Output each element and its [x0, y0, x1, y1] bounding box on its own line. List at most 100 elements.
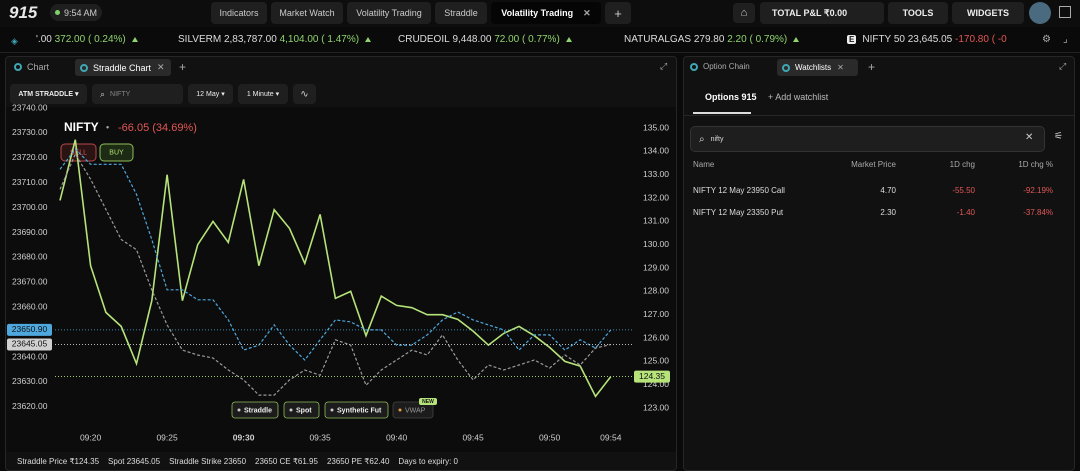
legend-button[interactable]	[392, 401, 434, 419]
clear-icon[interactable]: ✕	[1025, 132, 1034, 143]
expand-icon[interactable]: ⤢	[1059, 61, 1067, 71]
cell-name: NIFTY 12 May 23950 Call	[693, 186, 785, 195]
x-tick-label: 09:30	[233, 432, 255, 442]
ticker-price: 23,645.05	[907, 34, 953, 45]
panel-tab[interactable]: Chart	[14, 62, 49, 72]
legend-label: Straddle	[244, 407, 272, 414]
watchlist-tab[interactable]: Options 915	[705, 92, 757, 102]
panel-tab-active[interactable]: Straddle Chart ✕	[75, 59, 171, 76]
cell-change: -1.40	[956, 208, 975, 217]
legend-dot	[398, 408, 402, 412]
settings-icon[interactable]: ⚙	[1042, 34, 1051, 45]
ticker-price: 279.80	[693, 34, 725, 45]
cell-change: -55.50	[952, 186, 975, 195]
table-row[interactable]: NIFTY 12 May 23350 Put 2.30 -1.40 -37.84…	[693, 204, 1053, 218]
ticker-price: 2,83,787.00	[223, 34, 277, 45]
ticker-item[interactable]: SILVERM 2,83,787.00 4,104.00 ( 1.47%)	[178, 34, 372, 45]
tab[interactable]: Straddle	[435, 2, 487, 24]
tab[interactable]: Volatility Trading	[347, 2, 431, 24]
legend-button[interactable]	[283, 401, 320, 419]
fullscreen-icon[interactable]	[1059, 6, 1071, 18]
footer-stats: Straddle Price ₹124.35 Spot 23645.05 Str…	[17, 457, 458, 466]
series-line	[59, 152, 611, 396]
tab-label: Option Chain	[703, 62, 750, 71]
price-tag-label: 23645.05	[12, 339, 48, 349]
filter-icon[interactable]: ⚟	[1054, 131, 1063, 142]
y2-tick-label: 126.00	[643, 332, 669, 342]
tab-icon	[80, 63, 88, 72]
ticker-expand-icon[interactable]: ⌟	[1063, 34, 1068, 45]
ticker-item[interactable]: CRUDEOIL 9,448.00 72.00 ( 0.77%)	[398, 34, 572, 45]
add-tab[interactable]: +	[605, 2, 631, 24]
price-tag	[7, 338, 52, 351]
ticker-item[interactable]: E NIFTY 50 23,645.05 -170.80 ( -0	[847, 34, 1017, 45]
up-arrow	[793, 37, 800, 42]
buy-label[interactable]: BUY	[109, 149, 124, 156]
tab-label: Volatility Trading	[501, 8, 574, 18]
tab[interactable]: Market Watch	[271, 2, 343, 24]
tab-active[interactable]: Volatility Trading ✕	[491, 2, 601, 24]
clock: 9:54 AM	[50, 4, 102, 21]
tools-button[interactable]: TOOLS	[888, 2, 948, 24]
indicator-button[interactable]: ∿	[293, 84, 316, 104]
add-tab[interactable]: +	[179, 60, 187, 74]
y-tick-label: 23740.00	[12, 102, 48, 112]
logo[interactable]: 915	[9, 3, 38, 22]
close-icon[interactable]: ✕	[583, 7, 591, 18]
price-tag	[7, 323, 52, 336]
time: 9:54 AM	[63, 7, 98, 18]
ticker-change: 2.20 ( 0.79%)	[727, 34, 788, 45]
pnl[interactable]: TOTAL P&L ₹0.00	[760, 2, 884, 24]
footer-stat: 23650 CE ₹61.95	[255, 457, 318, 466]
footer-stat: Straddle Price ₹124.35	[17, 457, 100, 466]
close-icon[interactable]: ✕	[837, 63, 844, 72]
date-dropdown[interactable]: 12 May ▾	[188, 84, 233, 104]
y2-tick-label: 134.00	[643, 146, 669, 156]
footer-stat: 23650 PE ₹62.40	[326, 457, 390, 466]
legend-button[interactable]	[231, 401, 279, 419]
date-label: 12 May	[196, 90, 220, 98]
search-icon: ⌕	[100, 88, 106, 99]
close-icon[interactable]: ✕	[157, 62, 165, 72]
ticker-item[interactable]: NATURALGAS 279.80 2.20 ( 0.79%)	[624, 34, 800, 45]
tab-label: Chart	[27, 62, 50, 72]
tab[interactable]: Indicators	[211, 2, 267, 24]
x-tick-label: 09:54	[600, 432, 622, 442]
widgets-label: WIDGETS	[967, 8, 1009, 18]
column-header: 1D chg	[949, 160, 975, 169]
pnl-text: TOTAL P&L ₹0.00	[772, 7, 848, 18]
chart-change: -66.05 (34.69%)	[118, 122, 197, 134]
legend-dot	[289, 408, 293, 412]
basket-icon[interactable]: ⌂	[733, 3, 755, 23]
add-tab[interactable]: +	[868, 60, 876, 74]
tab-icon	[782, 63, 790, 72]
y2-tick-label: 127.00	[643, 309, 669, 319]
expand-icon[interactable]: ⤢	[660, 61, 668, 71]
x-tick-label: 09:25	[156, 432, 178, 442]
avatar[interactable]	[1029, 2, 1051, 24]
interval-dropdown[interactable]: 1 Minute ▾	[238, 84, 288, 104]
add-watchlist[interactable]: + Add watchlist	[768, 92, 829, 102]
exchange-badge: E	[847, 35, 857, 44]
watchlist-panel	[683, 56, 1075, 471]
search-icon: ⌕	[699, 133, 705, 145]
x-tick-label: 09:50	[539, 432, 561, 442]
ticker-name: SILVERM	[178, 34, 222, 45]
widgets-button[interactable]: WIDGETS	[952, 2, 1024, 24]
mode-dropdown[interactable]: ATM STRADDLE ▾	[10, 84, 87, 104]
panel-tab[interactable]: Option Chain	[690, 62, 750, 71]
watchlist-search[interactable]: ⌕ nifty	[690, 126, 1045, 152]
ticker-item[interactable]: '.00 372.00 ( 0.24%)	[36, 34, 138, 45]
y2-tick-label: 132.00	[643, 192, 669, 202]
y2-tick-label: 129.00	[643, 262, 669, 272]
cell-price: 2.30	[880, 208, 896, 217]
y-tick-label: 23680.00	[12, 252, 48, 262]
buy-button[interactable]	[99, 143, 134, 162]
legend-button[interactable]	[324, 401, 389, 419]
tab-icon	[690, 62, 698, 71]
symbol-search[interactable]: ⌕ NIFTY	[92, 84, 183, 104]
ticker-name: '.00	[36, 34, 52, 45]
panel-tab-active[interactable]: Watchlists ✕	[777, 59, 858, 76]
series-line	[59, 139, 612, 398]
table-row[interactable]: NIFTY 12 May 23950 Call 4.70 -55.50 -92.…	[693, 182, 1053, 196]
